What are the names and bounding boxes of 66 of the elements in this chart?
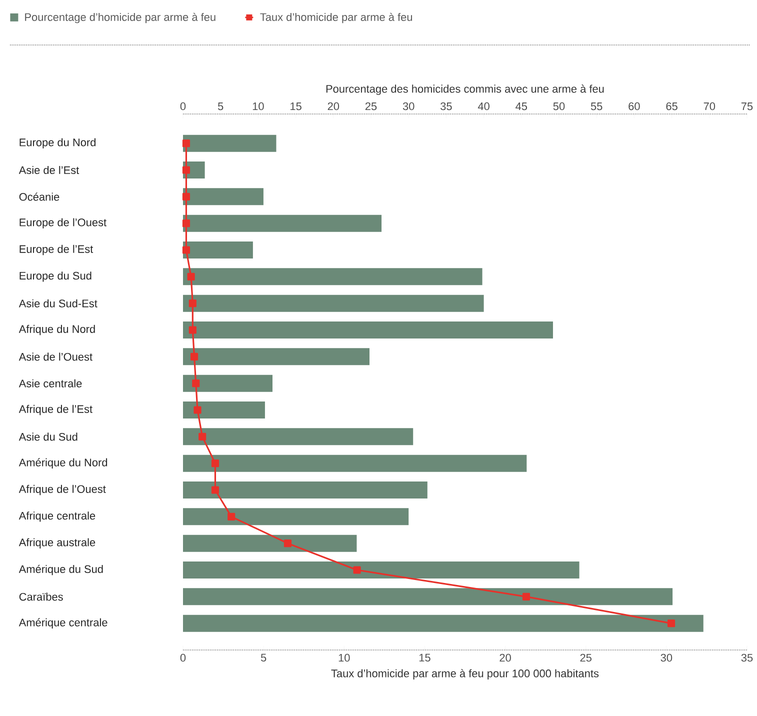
point [182,166,190,174]
y-tick-label: Afrique du Nord [18,324,95,336]
legend-label: Taux d’homicide par arme à feu [260,12,412,24]
x2-tick-label: 15 [290,102,302,110]
x-tick-label: 0 [180,654,186,662]
point [182,192,190,200]
x-tick-label: 5 [260,654,266,662]
x2-tick-label: 25 [365,102,377,110]
point [187,272,195,280]
y-tick-label: Afrique australe [18,538,96,548]
point [194,406,202,414]
y-tick-label: Amérique du Sud [18,564,103,576]
y-tick-label: Asie du Sud [18,432,78,441]
x2-tick-label: 20 [328,102,340,110]
point [211,460,220,468]
y-tick-label: Océanie [19,192,60,201]
x2-tick-label: 0 [180,102,186,110]
x2-tick-label: 60 [628,102,640,110]
x-tick-label: 35 [741,654,753,662]
point [192,380,200,388]
y-tick-label: Asie de l’Est [18,166,80,174]
x2-tick-label: 75 [741,102,753,110]
point [198,432,206,440]
legend-label: Pourcentage d’homicide par arme à feu [25,12,216,24]
x2-tick-label: 55 [590,102,602,110]
y-tick-label: Asie de l’Ouest [18,352,92,361]
point [667,620,676,628]
x-tick-label: 20 [500,654,511,662]
x-tick-label: 30 [660,654,672,662]
x2-tick-label: 65 [666,102,678,110]
x2-tick-label: 45 [516,102,528,110]
y-tick-label: Caraïbes [19,592,63,601]
x-tick-label: 15 [419,654,430,662]
x-tick-label: 25 [580,654,592,662]
point [188,300,196,308]
y-tick-label: Asie centrale [18,379,82,388]
point [228,512,236,520]
y-tick-label: Afrique de l’Est [18,404,92,416]
x2-tick-label: 30 [402,102,414,110]
y-tick-label: Europe de l’Ouest [20,218,106,228]
y-tick-label: Asie du Sud-Est [18,299,98,308]
y-tick-label: Afrique de l’Ouest [18,484,106,496]
x2-tick-label: 50 [553,102,565,110]
point [522,592,530,600]
y-tick-label: Amérique du Nord [18,458,108,468]
y-tick-label: Europe du Sud [20,272,92,282]
point [188,326,196,334]
x2-tick-label: 70 [704,102,716,110]
x2-tick-label: 35 [440,102,452,110]
y-tick-label: Amérique centrale [18,618,108,629]
y-tick-label: Europe de l’Est [20,244,94,256]
point [353,566,361,574]
point [182,246,190,254]
x2-tick-label: 10 [252,102,264,110]
x2-axis-title: Pourcentage des homicides commis avec une arme à feu [326,84,604,95]
x2-tick-label: 5 [218,102,224,110]
x2-tick-label: 40 [478,102,490,110]
point [284,540,292,548]
point [182,220,190,228]
y-tick-label: Europe du Nord [20,138,96,148]
point [211,486,220,494]
y-tick-label: Afrique centrale [18,512,96,522]
point [182,140,190,148]
x-tick-label: 10 [338,654,350,662]
x-axis-title: Taux d’homicide par arme à feu pour 100 000 habitants [331,669,599,680]
point [190,352,198,360]
